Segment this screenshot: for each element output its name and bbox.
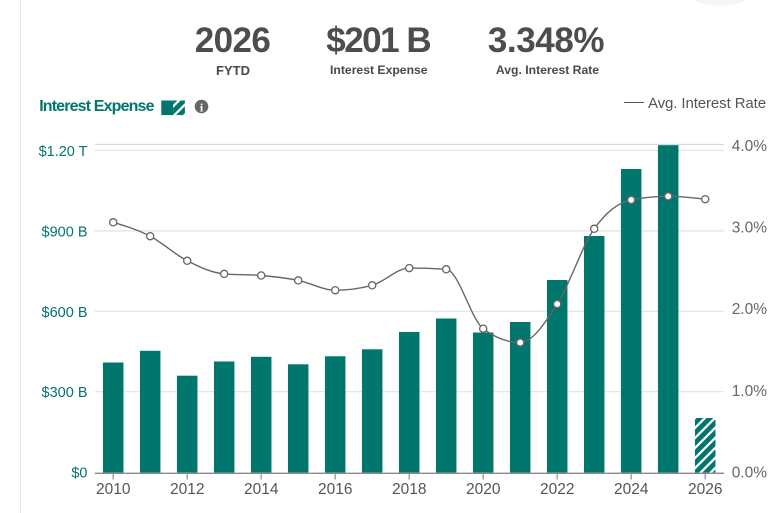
svg-text:2020: 2020 — [466, 481, 501, 498]
svg-text:2010: 2010 — [96, 481, 131, 498]
svg-text:0.0%: 0.0% — [732, 465, 768, 482]
svg-text:2.0%: 2.0% — [732, 301, 768, 318]
svg-text:2014: 2014 — [244, 481, 279, 498]
svg-text:$300 B: $300 B — [42, 385, 88, 401]
svg-text:3.0%: 3.0% — [732, 219, 768, 236]
svg-text:2026: 2026 — [688, 481, 722, 498]
svg-text:$1.20 T: $1.20 T — [39, 144, 88, 160]
svg-text:2022: 2022 — [540, 481, 574, 498]
svg-text:4.0%: 4.0% — [732, 138, 768, 155]
svg-text:$900 B: $900 B — [42, 224, 88, 240]
svg-text:2018: 2018 — [392, 481, 426, 498]
svg-text:i: i — [200, 100, 204, 114]
svg-text:2012: 2012 — [170, 481, 204, 498]
svg-text:2016: 2016 — [318, 481, 352, 498]
svg-text:$0: $0 — [71, 465, 87, 481]
svg-text:2024: 2024 — [614, 481, 649, 498]
svg-text:$600 B: $600 B — [42, 305, 88, 321]
svg-text:1.0%: 1.0% — [732, 383, 768, 400]
